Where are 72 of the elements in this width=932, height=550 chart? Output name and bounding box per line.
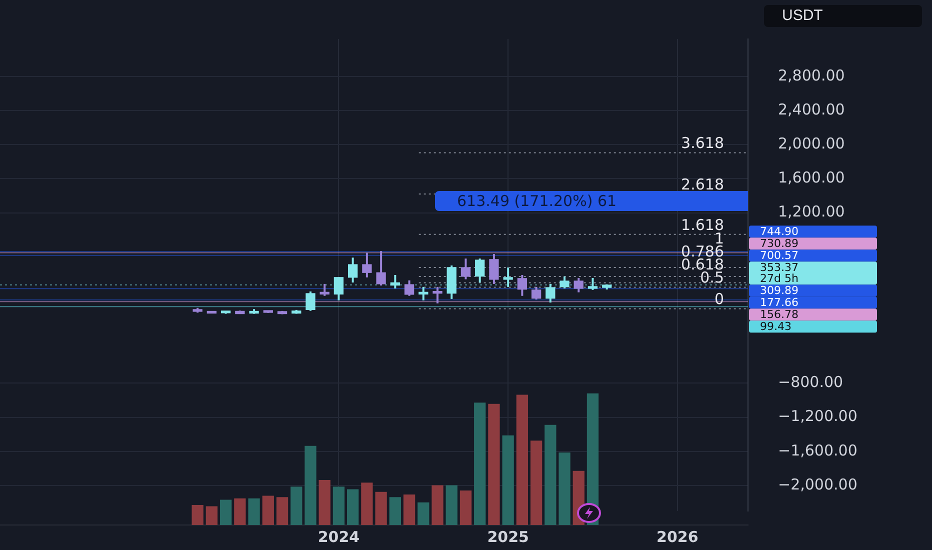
bar bbox=[332, 486, 345, 525]
bar bbox=[375, 492, 387, 525]
candlestick bbox=[320, 282, 330, 297]
bar bbox=[361, 482, 373, 525]
bar bbox=[502, 435, 514, 525]
bar bbox=[192, 504, 204, 525]
y-tick-label: 2,400.00 bbox=[778, 100, 845, 118]
bar bbox=[276, 497, 288, 525]
bar bbox=[558, 452, 570, 525]
bar bbox=[290, 486, 302, 525]
ref-line-label: 177.66 bbox=[760, 296, 798, 309]
bar bbox=[418, 502, 430, 525]
y-tick-label: −2,000.00 bbox=[778, 475, 858, 494]
ref-line-label: 156.78 bbox=[760, 308, 798, 321]
ref-line-label: 730.89 bbox=[760, 236, 798, 250]
candlestick bbox=[574, 276, 584, 294]
annotation: 0 bbox=[714, 290, 724, 308]
bar bbox=[403, 494, 416, 525]
bar bbox=[234, 498, 246, 525]
x-tick-label: 2026 bbox=[656, 528, 698, 546]
candlestick bbox=[531, 286, 542, 300]
bar bbox=[220, 500, 232, 525]
ref-line-label: 99.43 bbox=[760, 320, 792, 333]
y-tick-label: 1,600.00 bbox=[778, 168, 845, 187]
ref-line-label: 700.57 bbox=[760, 248, 798, 262]
bar bbox=[248, 498, 260, 525]
y-tick-label: −800.00 bbox=[778, 373, 844, 392]
bar bbox=[262, 496, 274, 525]
annotation: 1.618 bbox=[681, 216, 724, 234]
y-tick-label: −1,200.00 bbox=[778, 407, 858, 426]
bar bbox=[530, 440, 542, 525]
candlestick bbox=[348, 256, 358, 284]
candlestick bbox=[418, 286, 428, 302]
candlestick bbox=[546, 282, 556, 304]
bar bbox=[304, 446, 316, 525]
bar bbox=[347, 489, 359, 525]
candlestick bbox=[560, 275, 570, 290]
bar bbox=[474, 402, 486, 525]
y-tick-label: 2,800.00 bbox=[778, 66, 845, 84]
x-tick-label: 2024 bbox=[318, 528, 360, 546]
candlestick bbox=[362, 252, 372, 278]
annotation: 2.618 bbox=[681, 175, 724, 194]
y-axis-title: USDT bbox=[764, 5, 922, 27]
bar bbox=[206, 506, 218, 525]
x-tick-label: 2025 bbox=[487, 528, 529, 546]
candlestick bbox=[306, 290, 316, 312]
y-tick-label: 2,000.00 bbox=[778, 134, 845, 153]
bar bbox=[544, 424, 556, 525]
candlestick bbox=[460, 258, 471, 280]
candlestick bbox=[475, 258, 485, 284]
bar bbox=[460, 490, 472, 525]
ref-line-label: 309.89 bbox=[760, 284, 798, 297]
bar bbox=[389, 497, 401, 525]
bar bbox=[446, 485, 458, 525]
bar bbox=[432, 485, 444, 525]
annotation: 3.618 bbox=[681, 134, 724, 152]
bar bbox=[488, 404, 500, 525]
ref-line-label: 744.90 bbox=[760, 224, 798, 238]
candlestick bbox=[432, 286, 442, 304]
ref-line-label: 353.37 27d 5h bbox=[760, 260, 798, 285]
candlestick bbox=[503, 266, 513, 288]
y-tick-label: 1,200.00 bbox=[778, 202, 845, 221]
bar bbox=[318, 480, 330, 525]
candlestick bbox=[390, 274, 400, 290]
candlestick bbox=[489, 253, 499, 285]
candlestick bbox=[334, 276, 344, 302]
bar bbox=[516, 394, 528, 525]
candlestick bbox=[404, 279, 414, 297]
candlestick bbox=[517, 274, 528, 297]
y-tick-label: −1,600.00 bbox=[778, 441, 858, 460]
candlestick bbox=[588, 276, 598, 291]
candlestick bbox=[376, 250, 386, 286]
